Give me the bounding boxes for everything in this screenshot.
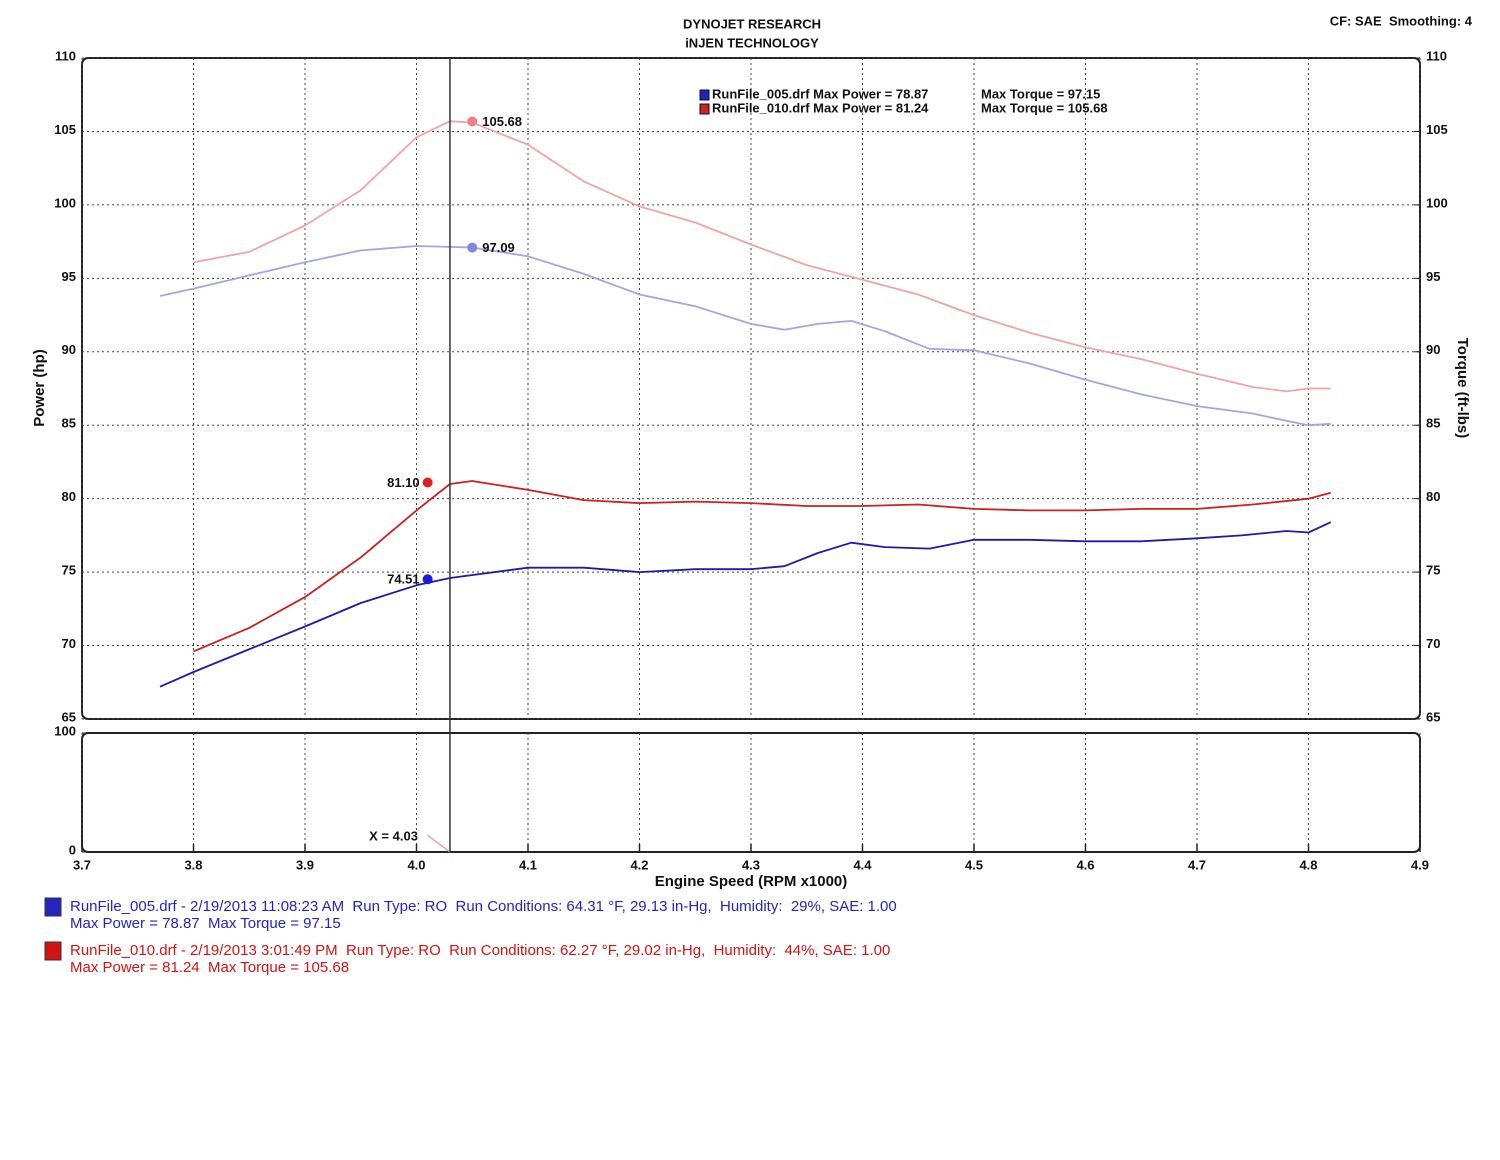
x-tick-label: 4.9 [1411, 857, 1429, 872]
legend-torque: Max Torque = 105.68 [981, 100, 1108, 115]
legend-swatch [699, 103, 710, 115]
legend-power: RunFile_005.drf Max Power = 78.87 [712, 86, 928, 101]
chart-subtitle: iNJEN TECHNOLOGY [685, 35, 819, 50]
y2-tick-label: 65 [1426, 709, 1440, 724]
x-tick-label: 4.6 [1076, 857, 1094, 872]
y-tick-label: 110 [55, 48, 76, 63]
annotation-label: 81.10 [387, 475, 420, 490]
x-tick-label: 4.2 [630, 857, 648, 872]
y2-tick-label: 100 [1426, 195, 1448, 210]
annotation-label: 97.09 [482, 240, 515, 255]
x-tick-label: 4.3 [742, 857, 760, 872]
y2-tick-label: 85 [1426, 416, 1440, 431]
run-info-line: Max Power = 81.24 Max Torque = 105.68 [70, 959, 349, 976]
y-tick-label: 65 [62, 709, 76, 724]
annotation-label: 105.68 [482, 114, 522, 129]
settings-text: CF: SAE Smoothing: 4 [1330, 13, 1473, 28]
annotation-marker [422, 574, 433, 585]
y-tick-label: 70 [62, 636, 76, 651]
y-tick-label: 90 [62, 342, 76, 357]
x-tick-label: 4.4 [853, 857, 872, 872]
annotation-label: 74.51 [387, 572, 420, 587]
y2-tick-label: 95 [1426, 269, 1440, 284]
y-tick-label: 100 [54, 195, 76, 210]
x-axis-label: Engine Speed (RPM x1000) [655, 873, 848, 890]
legend-power: RunFile_010.drf Max Power = 81.24 [712, 100, 929, 115]
y2-tick-label: 75 [1426, 563, 1440, 578]
chart-title: DYNOJET RESEARCH [683, 16, 821, 31]
y2-tick-label: 110 [1426, 48, 1447, 63]
x-tick-label: 4.8 [1299, 857, 1317, 872]
y-tick-label: 75 [62, 563, 76, 578]
x-tick-label: 4.1 [519, 857, 537, 872]
y2-axis-label: Torque (ft-lbs) [1454, 338, 1471, 439]
x-tick-label: 3.7 [73, 857, 91, 872]
lower-y-tick-label: 0 [69, 842, 76, 857]
x-tick-label: 3.8 [184, 857, 202, 872]
x-tick-label: 4.7 [1188, 857, 1206, 872]
y-tick-label: 105 [54, 122, 76, 137]
lower-y-tick-label: 100 [54, 723, 76, 738]
annotation-marker [422, 477, 433, 488]
power-line [159, 521, 1332, 688]
lower-panel-line [427, 834, 451, 853]
y2-tick-label: 80 [1426, 489, 1440, 504]
run-info-line: RunFile_005.drf - 2/19/2013 11:08:23 AM … [70, 898, 897, 915]
y-tick-label: 80 [62, 489, 76, 504]
torque-line [159, 245, 1331, 427]
legend-torque: Max Torque = 97.15 [981, 86, 1100, 101]
y2-tick-label: 90 [1426, 342, 1440, 357]
run-swatch [44, 941, 62, 961]
y2-tick-label: 105 [1426, 122, 1448, 137]
x-tick-label: 4.0 [407, 857, 425, 872]
power-line [193, 480, 1332, 653]
annotation-marker [467, 116, 478, 127]
x-tick-label: 4.5 [965, 857, 983, 872]
y-axis-label: Power (hp) [31, 349, 48, 427]
y-tick-label: 85 [62, 416, 76, 431]
x-tick-label: 3.9 [296, 857, 314, 872]
legend-swatch [699, 89, 710, 101]
cursor-label: X = 4.03 [369, 828, 418, 843]
run-info-line: Max Power = 78.87 Max Torque = 97.15 [70, 915, 341, 932]
y2-tick-label: 70 [1426, 636, 1440, 651]
annotation-marker [467, 242, 478, 253]
y-tick-label: 95 [62, 269, 76, 284]
run-swatch [44, 897, 62, 917]
run-info-line: RunFile_010.drf - 2/19/2013 3:01:49 PM R… [70, 942, 890, 959]
torque-line [193, 120, 1331, 393]
